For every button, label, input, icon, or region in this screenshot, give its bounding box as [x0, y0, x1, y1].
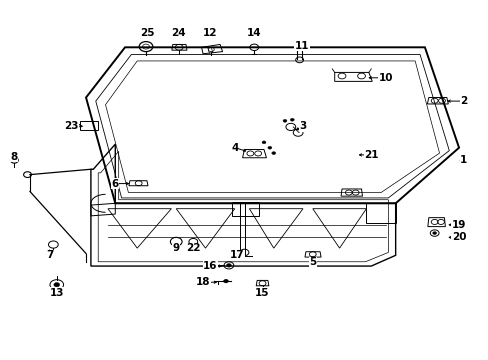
Text: 1: 1 [459, 155, 467, 165]
Text: 23: 23 [64, 121, 79, 131]
Text: 5: 5 [308, 257, 316, 267]
Text: 6: 6 [111, 179, 119, 189]
Text: 7: 7 [46, 250, 53, 260]
Text: 25: 25 [140, 28, 154, 38]
Text: 14: 14 [246, 28, 261, 38]
Circle shape [23, 172, 31, 177]
Circle shape [432, 231, 436, 234]
Text: 21: 21 [363, 150, 378, 160]
Text: 13: 13 [49, 288, 64, 298]
Circle shape [262, 141, 265, 144]
Text: 11: 11 [294, 41, 308, 50]
Text: 4: 4 [231, 143, 238, 153]
Text: 24: 24 [171, 28, 185, 38]
Text: 20: 20 [451, 232, 466, 242]
Circle shape [290, 118, 294, 121]
Text: 12: 12 [203, 28, 217, 38]
Text: 2: 2 [459, 96, 467, 106]
Text: 8: 8 [11, 152, 18, 162]
Circle shape [226, 264, 231, 267]
Text: 18: 18 [195, 277, 210, 287]
Text: 15: 15 [254, 288, 268, 298]
Text: 16: 16 [203, 261, 217, 271]
Circle shape [54, 283, 60, 287]
Text: 22: 22 [185, 243, 200, 253]
Circle shape [267, 146, 271, 149]
Circle shape [223, 279, 228, 283]
Text: 19: 19 [451, 220, 465, 230]
Text: 10: 10 [378, 73, 392, 83]
Text: 3: 3 [299, 121, 306, 131]
Circle shape [283, 120, 286, 122]
Text: 9: 9 [172, 243, 180, 253]
Circle shape [271, 152, 275, 154]
Text: 17: 17 [229, 250, 244, 260]
